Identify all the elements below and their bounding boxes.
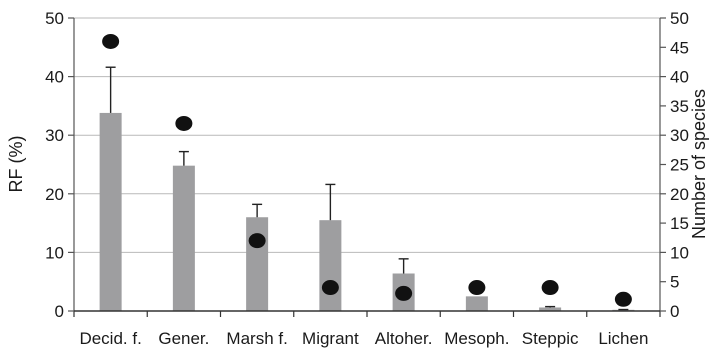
x-tick-label: Migrant (302, 329, 359, 348)
right-y-tick-label: 45 (670, 38, 689, 57)
left-y-tick-label: 0 (55, 302, 64, 321)
left-y-tick-label: 50 (45, 9, 64, 28)
species-point (614, 291, 632, 307)
right-y-tick-label: 30 (670, 126, 689, 145)
right-y-tick-label: 35 (670, 97, 689, 116)
species-point (102, 33, 120, 49)
left-y-tick-label: 10 (45, 243, 64, 262)
left-y-tick-label: 40 (45, 68, 64, 87)
bar (246, 217, 269, 311)
x-tick-label: Decid. f. (79, 329, 141, 348)
bar (465, 296, 488, 311)
axes (73, 18, 661, 317)
gridlines (74, 17, 660, 253)
right-y-tick-label: 0 (670, 302, 679, 321)
left-y-tick-label: 30 (45, 126, 64, 145)
bar (172, 165, 195, 311)
bar (539, 307, 562, 311)
species-points (102, 33, 632, 307)
x-tick-label: Mesoph. (444, 329, 509, 348)
right-y-tick-label: 20 (670, 185, 689, 204)
left-y-axis-title: RF (%) (6, 136, 26, 193)
right-y-tick-label: 5 (670, 273, 679, 292)
right-y-tick-label: 50 (670, 9, 689, 28)
left-y-tick-label: 20 (45, 185, 64, 204)
species-point (541, 280, 559, 296)
species-point (248, 233, 266, 249)
error-bars (105, 66, 629, 311)
right-y-tick-label: 10 (670, 243, 689, 262)
right-y-axis-title: Number of species (689, 89, 709, 239)
x-tick-label: Steppic (522, 329, 579, 348)
x-tick-label: Lichen (598, 329, 648, 348)
right-y-tick-label: 15 (670, 214, 689, 233)
bar (319, 220, 342, 311)
species-point (395, 285, 413, 301)
right-y-ticks: 0 5 10 15 20 25 30 35 40 45 50 (660, 9, 689, 321)
left-y-ticks: 0 10 20 30 40 50 (45, 9, 74, 321)
species-point (321, 280, 339, 296)
right-y-tick-label: 25 (670, 156, 689, 175)
right-y-tick-label: 40 (670, 68, 689, 87)
species-point (175, 115, 193, 131)
species-point (468, 280, 486, 296)
x-ticks: Decid. f. Gener. Marsh f. Migrant Altoher. Me… (79, 329, 648, 348)
x-tick-label: Gener. (158, 329, 209, 348)
x-tick-label: Marsh f. (226, 329, 287, 348)
bar (99, 112, 122, 311)
x-tick-label: Altoher. (375, 329, 433, 348)
